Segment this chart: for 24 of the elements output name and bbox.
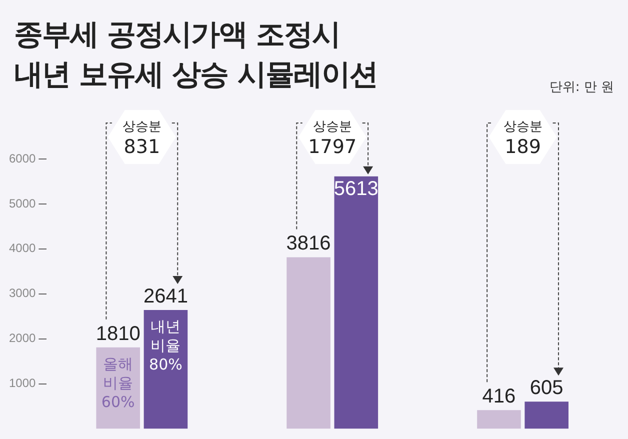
y-tick-label: 3000 bbox=[8, 286, 36, 300]
chart-title: 종부세 공정시가액 조정시 내년 보유세 상승 시뮬레이션 bbox=[14, 16, 378, 93]
bar bbox=[144, 310, 188, 429]
data-label: 5613 bbox=[334, 178, 378, 200]
y-tick-label: 5000 bbox=[8, 196, 36, 210]
bar bbox=[286, 257, 330, 429]
data-label: 1810 bbox=[96, 322, 140, 345]
series-label: 올해 비율 60% bbox=[101, 354, 135, 411]
bar bbox=[524, 402, 568, 429]
data-label: 416 bbox=[482, 386, 516, 408]
text: 상승분 189 bbox=[503, 119, 542, 158]
y-tick-label: 6000 bbox=[8, 151, 36, 166]
series-label: 내년 비율 80% bbox=[149, 317, 182, 374]
text: 상승분 831 bbox=[122, 119, 162, 158]
data-label: 605 bbox=[530, 377, 564, 400]
text: 단위: 만 원 bbox=[549, 79, 614, 96]
bar bbox=[477, 410, 521, 429]
data-label: 3816 bbox=[286, 232, 331, 255]
bar bbox=[334, 176, 378, 429]
y-tick-label: 2000 bbox=[8, 331, 36, 346]
y-tick-label: 1000 bbox=[8, 376, 36, 390]
text: 상승분 1797 bbox=[308, 119, 357, 158]
y-tick-label: 4000 bbox=[8, 241, 36, 256]
data-label: 2641 bbox=[143, 286, 188, 308]
